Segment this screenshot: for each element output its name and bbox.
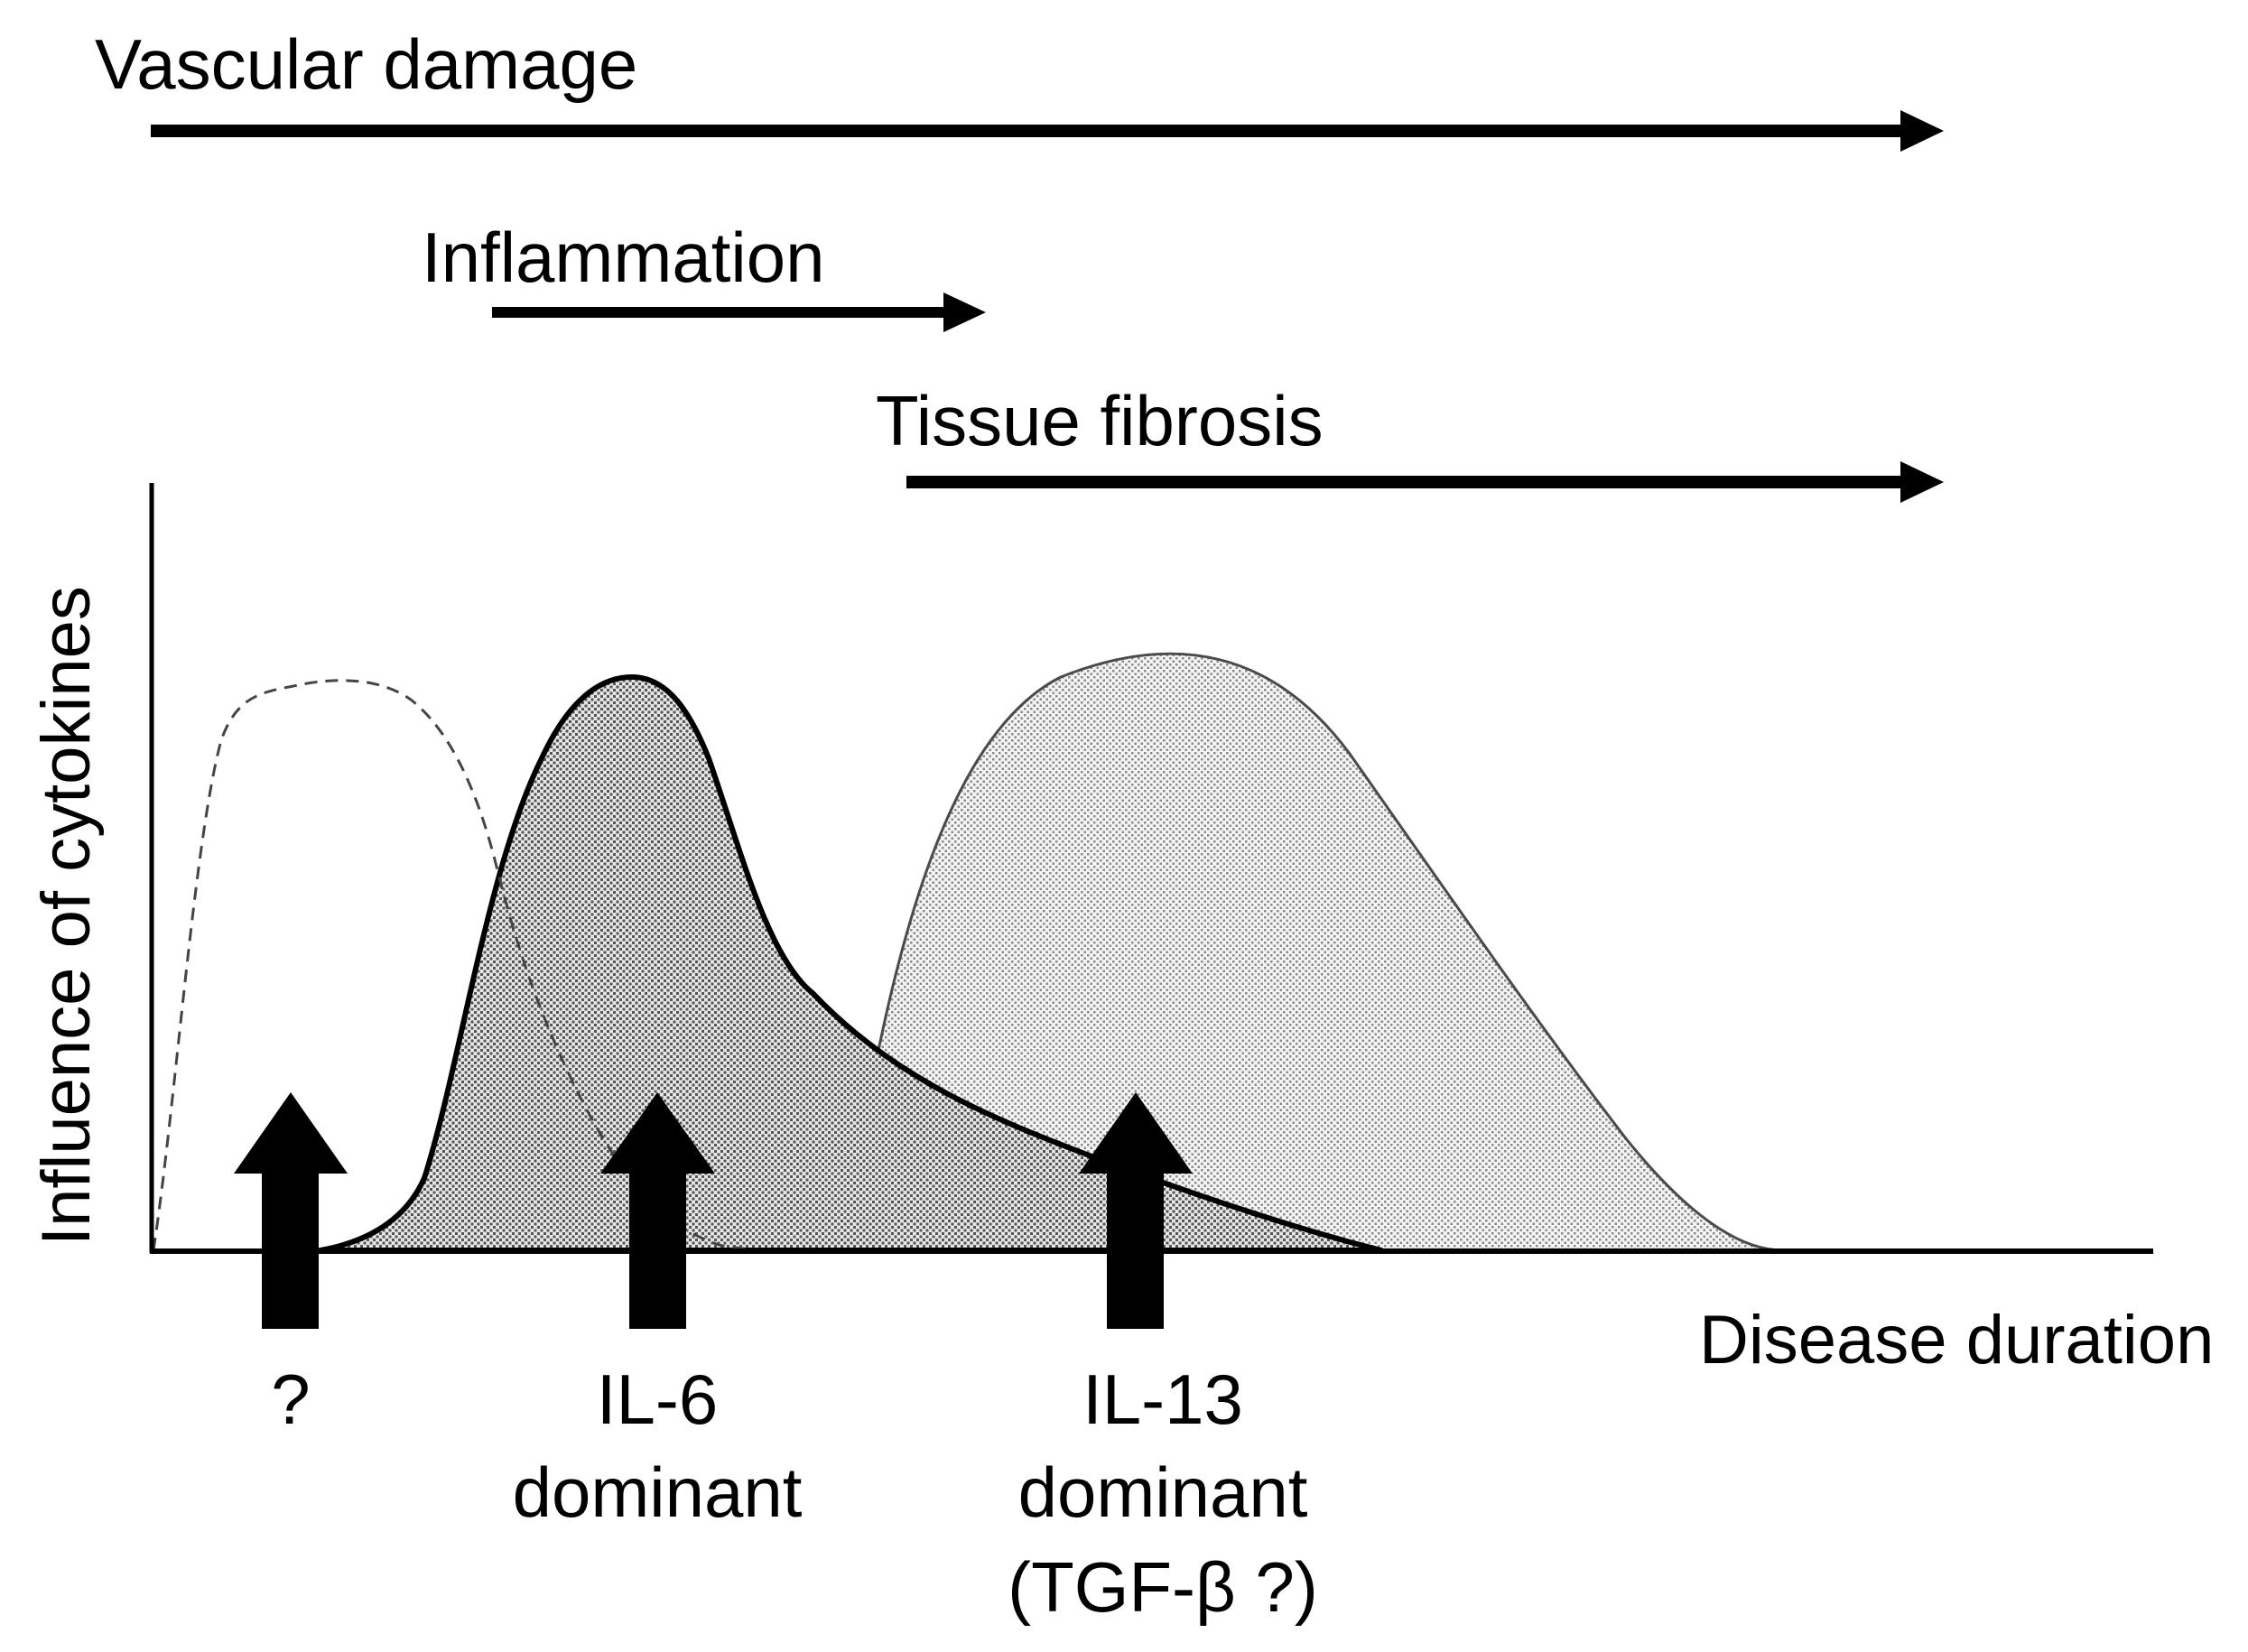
il13-marker-label: IL-13: [1082, 1360, 1243, 1439]
unknown-cytokine-curve: [152, 679, 831, 1253]
vascular-damage-arrowhead-icon: [1900, 110, 1944, 152]
y-axis-label: Influence of cytokines: [28, 586, 105, 1246]
tissue-fibrosis-label: Tissue fibrosis: [876, 381, 1324, 460]
il6-marker-label: IL-6: [597, 1360, 718, 1439]
il13-curve: [842, 652, 1784, 1252]
inflammation-arrowhead-icon: [943, 292, 986, 332]
il6-marker-sublabel: dominant: [513, 1452, 803, 1532]
axes: Influence of cytokines Disease duration: [28, 483, 2214, 1378]
il13-marker-arrow-icon: [1079, 1092, 1193, 1329]
vascular-damage-phase: Vascular damage: [95, 24, 1944, 152]
inflammation-phase: Inflammation: [422, 218, 986, 332]
il13-marker-note: (TGF-β ?): [1008, 1547, 1318, 1627]
unknown-marker-label: ?: [271, 1360, 310, 1439]
vascular-damage-label: Vascular damage: [95, 24, 637, 104]
il13-marker-sublabel: dominant: [1018, 1452, 1308, 1532]
x-axis-label: Disease duration: [1699, 1302, 2214, 1378]
tissue-fibrosis-phase: Tissue fibrosis: [876, 381, 1944, 503]
tissue-fibrosis-arrowhead-icon: [1900, 461, 1944, 503]
unknown-marker-arrow-icon: [234, 1092, 348, 1329]
il6-marker-arrow-icon: [600, 1092, 715, 1329]
inflammation-label: Inflammation: [422, 218, 825, 297]
